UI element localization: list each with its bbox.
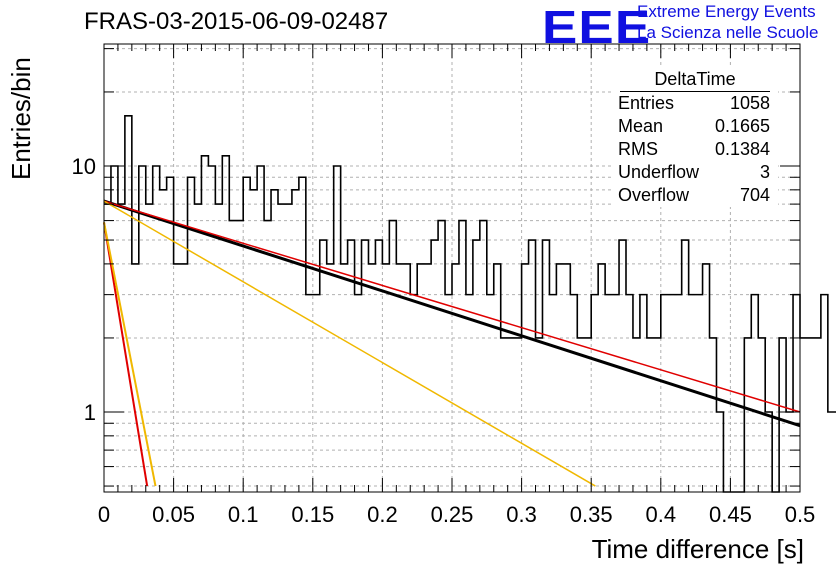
- stats-row: RMS 0.1384: [612, 138, 778, 161]
- fit-curve: [103, 222, 149, 487]
- x-tick-label: 0.3: [506, 502, 537, 527]
- x-tick-label: 0.05: [152, 502, 195, 527]
- stats-value: 0.1665: [714, 116, 770, 136]
- run-title: FRAS-03-2015-06-09-02487: [84, 8, 389, 35]
- fit-curve: [103, 200, 801, 413]
- x-tick-label: 0.35: [570, 502, 613, 527]
- eee-logo: EEE: [542, 1, 652, 53]
- stats-value: 1058: [729, 93, 770, 113]
- stats-row: Mean 0.1665: [612, 115, 778, 138]
- y-tick-label: 1: [84, 400, 96, 425]
- fit-curves: [103, 199, 801, 487]
- stats-label: RMS: [618, 139, 658, 159]
- logo-subtitle-1: Extreme Energy Events: [637, 2, 816, 21]
- stats-row: Overflow 704: [612, 184, 778, 207]
- x-tick-label: 0.2: [367, 502, 398, 527]
- stats-row: Underflow 3: [612, 161, 778, 184]
- stats-box: DeltaTime Entries 1058 Mean 0.1665 RMS 0…: [612, 68, 778, 207]
- stats-label: Overflow: [618, 185, 690, 205]
- stats-label: Entries: [618, 93, 675, 113]
- stats-value: 3: [759, 162, 770, 182]
- stats-value: 704: [739, 185, 770, 205]
- y-tick-label: 10: [72, 154, 96, 179]
- logo-subtitle-2: La Scienza nelle Scuole: [637, 23, 819, 42]
- plot-border: [103, 43, 801, 493]
- stats-row: Entries 1058: [612, 92, 778, 115]
- x-axis-label: Time difference [s]: [591, 534, 804, 564]
- x-tick-label: 0.25: [431, 502, 474, 527]
- stats-label: Underflow: [618, 162, 700, 182]
- histogram-series: [104, 114, 836, 493]
- histogram-outline: [104, 114, 836, 493]
- y-axis-label: Entries/bin: [6, 57, 36, 180]
- x-tick-label: 0.15: [291, 502, 334, 527]
- fit-curve: [103, 222, 157, 487]
- stats-label: Mean: [618, 116, 664, 136]
- fit-curve: [103, 199, 801, 428]
- x-tick-label: 0.1: [228, 502, 259, 527]
- stats-value: 0.1384: [714, 139, 770, 159]
- x-tick-label: 0.4: [646, 502, 677, 527]
- axes: 0 0.05 0.1 0.15 0.2 0.25 0.3 0.35 0.4 0.45 0.5 1 10: [72, 44, 816, 527]
- stats-title: DeltaTime: [620, 68, 770, 92]
- x-tick-label: 0.45: [709, 502, 752, 527]
- x-tick-label: 0.5: [785, 502, 816, 527]
- fit-curve: [103, 200, 596, 487]
- x-tick-label: 0: [98, 502, 110, 527]
